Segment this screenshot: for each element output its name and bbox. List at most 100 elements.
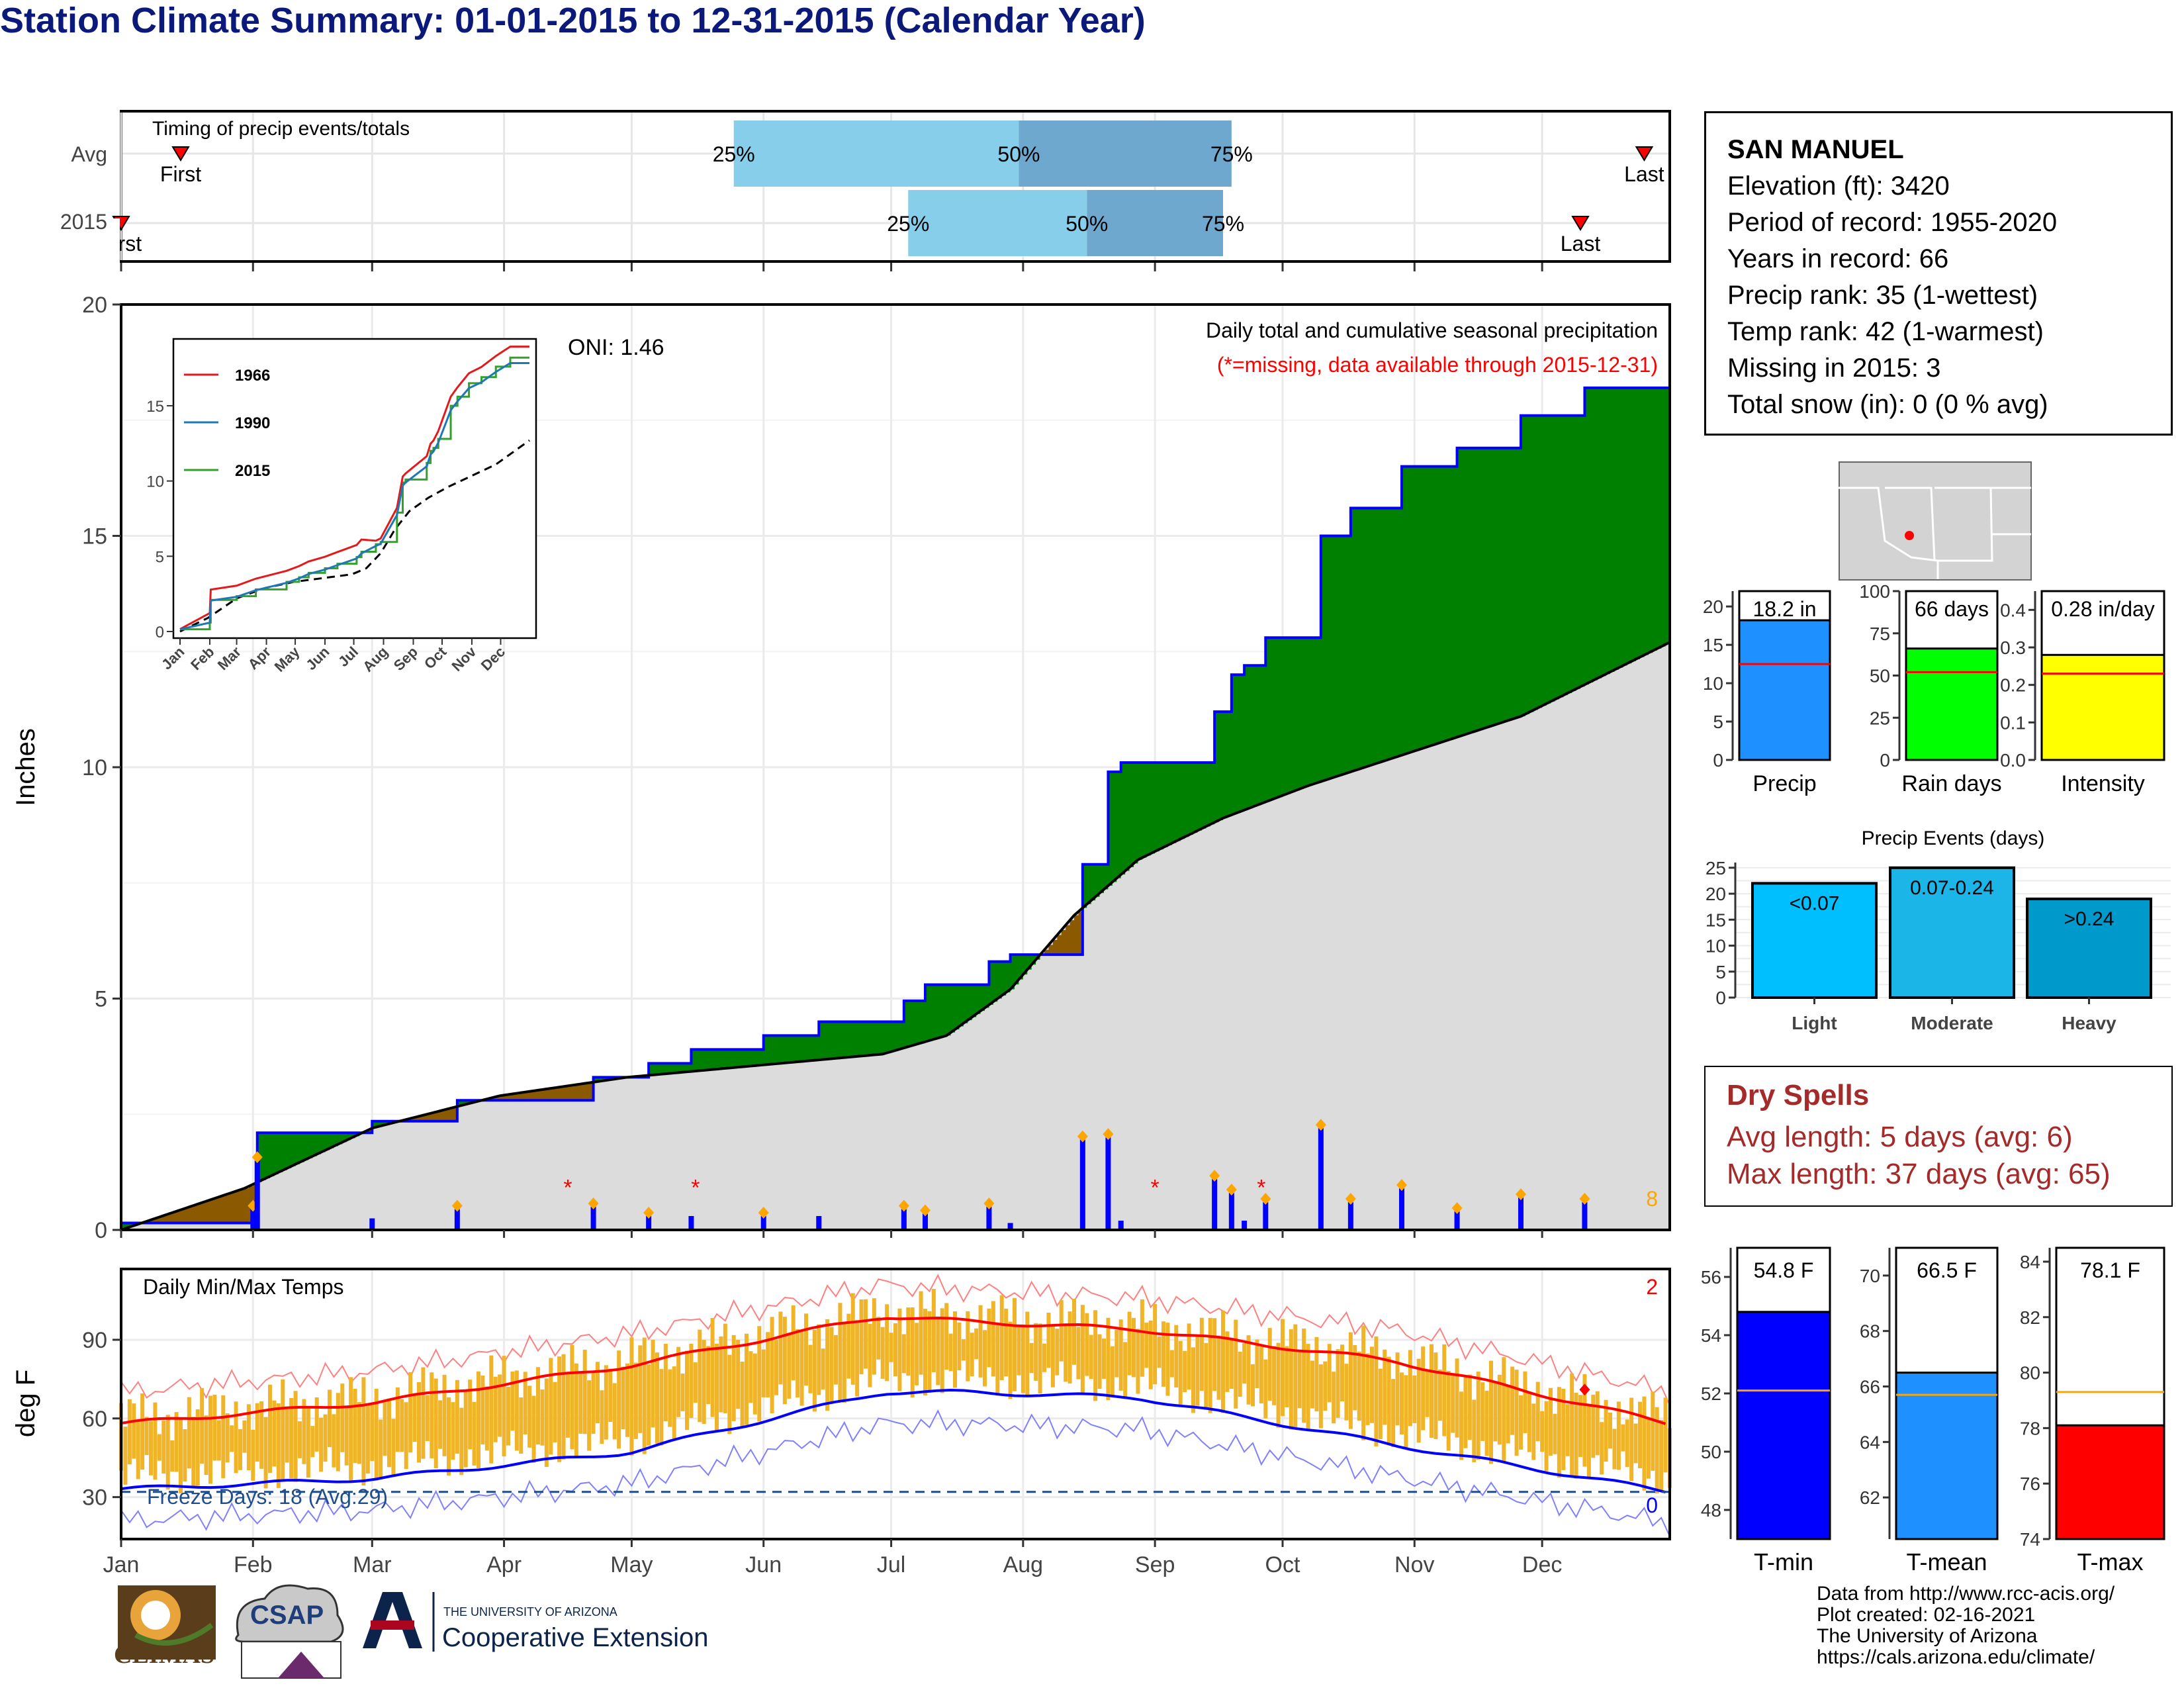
daily-precip-bar xyxy=(1318,1128,1324,1230)
station-location-marker xyxy=(1905,531,1914,540)
credit-url: https://cals.arizona.edu/climate/ xyxy=(1817,1646,2095,1668)
summary-bar-label: Precip xyxy=(1752,771,1816,796)
inset-line-1966 xyxy=(179,346,529,630)
summary-bar-label: Rain days xyxy=(1901,771,2001,796)
inset-legend-label: 1990 xyxy=(235,414,270,432)
daily-precip-marker xyxy=(1451,1202,1463,1215)
last-label: Last xyxy=(1624,162,1664,186)
daily-precip-bar xyxy=(646,1216,652,1230)
tempbar-ytick-label: 52 xyxy=(1701,1383,1721,1404)
climas-logo xyxy=(118,1585,216,1660)
tempbar-ytick-label: 74 xyxy=(2020,1529,2040,1550)
summary-ytick-label: 15 xyxy=(1703,635,1723,655)
events-bar-label: Heavy xyxy=(2062,1013,2116,1033)
daily-precip-marker xyxy=(588,1197,599,1210)
month-label: Nov xyxy=(1394,1552,1434,1577)
timing-title: Timing of precip events/totals xyxy=(152,118,410,140)
first-marker xyxy=(171,146,190,162)
temp-panel: 30 60 90 deg F Daily Min/Max Temps 2 0 Fre… xyxy=(11,1268,1672,1577)
summary-ytick-label: 0.0 xyxy=(2000,750,2026,771)
temp-ylabel: deg F xyxy=(11,1370,40,1437)
events-ytick-label: 5 xyxy=(1715,962,1726,982)
daily-precip-bar xyxy=(986,1207,992,1230)
events-ytick-label: 25 xyxy=(1706,858,1726,878)
month-label: Jan xyxy=(103,1552,140,1577)
summary-ytick-label: 5 xyxy=(1713,712,1723,732)
daily-precip-bar xyxy=(254,1160,260,1230)
station-missing: Missing in 2015: 3 xyxy=(1727,353,1941,383)
tempbar-bar xyxy=(2055,1424,2165,1540)
month-label: Sep xyxy=(1135,1552,1175,1577)
daily-temp-range xyxy=(119,1289,1672,1494)
events-bar-label: Light xyxy=(1792,1013,1837,1033)
dry-spells-max-length: Max length: 37 days (avg: 65) xyxy=(1727,1158,2111,1190)
daily-precip-bar xyxy=(369,1218,375,1230)
daily-precip-marker xyxy=(1226,1184,1237,1196)
tempbar-ytick-label: 76 xyxy=(2020,1474,2040,1494)
inset-ytick-label: 15 xyxy=(146,398,164,416)
summary-value-label: 66 days xyxy=(1915,597,1989,621)
station-precip-rank: Precip rank: 35 (1-wettest) xyxy=(1727,281,2038,310)
month-label: Jun xyxy=(745,1552,782,1577)
station-name: SAN MANUEL xyxy=(1727,135,1904,164)
month-label: Dec xyxy=(1522,1552,1562,1577)
daily-precip-marker xyxy=(1516,1188,1526,1201)
tempbar-label: T-min xyxy=(1754,1548,1813,1575)
timing-p75-label: 75% xyxy=(1210,142,1253,166)
daily-precip-bar xyxy=(1105,1137,1111,1230)
above-average-area xyxy=(121,387,1670,1230)
tempbar-ytick-label: 50 xyxy=(1701,1442,1721,1462)
inset-ytick-label: 10 xyxy=(146,473,164,491)
daily-precip-bar xyxy=(1228,1193,1234,1230)
csap-logo-text: CSAP xyxy=(250,1601,324,1630)
summary-ytick-label: 20 xyxy=(1703,596,1723,617)
inset-line-2015 xyxy=(180,356,529,631)
cumulative-2015-line xyxy=(121,386,1670,1225)
university-of-arizona-logo xyxy=(363,1592,435,1652)
climas-logo-text: CLIMAS xyxy=(114,1641,215,1669)
tempbar-ytick-label: 70 xyxy=(1860,1266,1880,1286)
daily-precip-bar xyxy=(816,1216,822,1230)
daily-precip-marker xyxy=(1345,1193,1356,1205)
precip-events-chart: Precip Events (days) 0 5 10 15 20 25 <0.07 Light… xyxy=(1706,827,2171,1033)
dry-spells-avg-length: Avg length: 5 days (avg: 6) xyxy=(1727,1121,2073,1153)
events-ytick-label: 20 xyxy=(1706,884,1726,904)
station-total-snow: Total snow (in): 0 (0 % avg) xyxy=(1727,390,2048,419)
temp-high-count: 2 xyxy=(1646,1275,1658,1299)
daily-precip-bar xyxy=(454,1209,460,1230)
inset-legend-label: 1966 xyxy=(235,367,270,385)
month-label: Mar xyxy=(353,1552,392,1577)
temp-ytick-label: 30 xyxy=(82,1485,107,1511)
daily-precip-marker xyxy=(1209,1170,1220,1182)
daily-precip-marker xyxy=(983,1197,995,1210)
tempbar-ytick-label: 56 xyxy=(1701,1267,1721,1288)
record-low-line xyxy=(120,1409,1670,1537)
average-cumulative-area xyxy=(121,642,1670,1230)
last-marker xyxy=(1571,216,1590,231)
last-label: Last xyxy=(1561,232,1601,256)
daily-precip-marker xyxy=(1260,1193,1271,1205)
daily-precip-bar xyxy=(1263,1202,1269,1230)
csap-logo xyxy=(235,1584,344,1679)
summary-bar-charts: 0 5 10 15 20 18.2 in Precip 0 25 50 75 100 66 days Ra… xyxy=(1703,581,2165,796)
temp-ytick-label: 60 xyxy=(82,1407,107,1432)
summary-ytick-label: 0 xyxy=(1880,750,1890,771)
missing-marker: * xyxy=(563,1176,572,1201)
daily-precip-marker xyxy=(758,1207,769,1219)
timing-bar-lower xyxy=(733,120,1019,187)
timing-mask xyxy=(0,218,120,258)
summary-bar-label: Intensity xyxy=(2061,771,2145,796)
summary-value-label: 18.2 in xyxy=(1752,597,1816,621)
timing-p50-label: 50% xyxy=(1066,212,1108,236)
freeze-days-label: Freeze Days: 18 (Avg:29) xyxy=(147,1485,388,1509)
daily-precip-bar xyxy=(1242,1221,1248,1230)
station-elevation: Elevation (ft): 3420 xyxy=(1727,171,1950,201)
summary-value-label: 0.28 in/day xyxy=(2051,597,2155,621)
temp-ytick-label: 90 xyxy=(82,1328,107,1353)
inset-average-line xyxy=(179,440,530,633)
summary-bar xyxy=(1738,619,1831,761)
tempbar-ytick-label: 82 xyxy=(2020,1307,2040,1328)
credit-plot-created: Plot created: 02-16-2021 xyxy=(1817,1604,2036,1626)
